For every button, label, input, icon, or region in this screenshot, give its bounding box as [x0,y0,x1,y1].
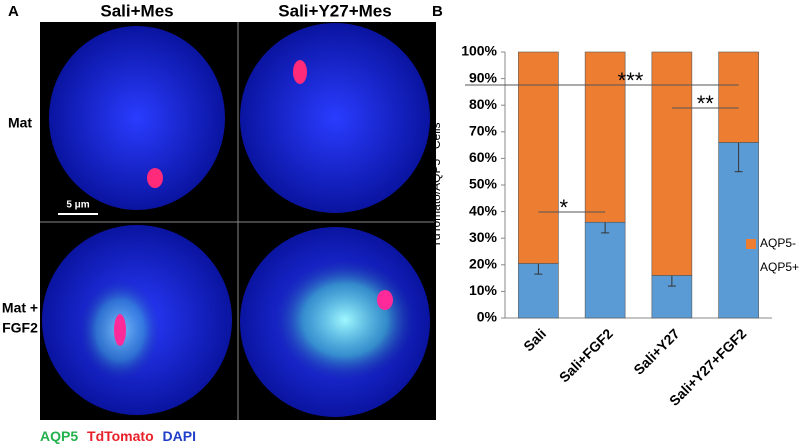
bar-segment [584,221,626,319]
tdtomato-signal [114,314,126,346]
significance-label: * [559,195,568,220]
y-tick-label: 0% [477,309,498,325]
stain-tdtomato: TdTomato [87,428,154,444]
y-tick-label: 100% [461,43,497,59]
y-tick-label: 20% [469,256,498,272]
bar-segment [651,51,693,276]
tdtomato-signal [293,60,307,84]
tdtomato-signal [147,168,163,188]
y-tick-label: 40% [469,202,498,218]
stain-dapi: DAPI [163,428,196,444]
y-tick-label: 10% [469,282,498,298]
bar-segment [584,51,626,223]
image-sali-mes-mat [49,26,225,210]
x-tick-label: Sali [520,325,549,354]
row-label: Mat + [2,300,38,316]
legend-label: AQP5+ [760,260,799,274]
legend-swatch [746,263,756,273]
row-label: FGF2 [2,320,38,336]
panel-label: B [432,3,443,20]
y-tick-label: 30% [469,229,498,245]
stain-aqp5: AQP5 [40,428,78,444]
column-label: Sali+Mes [100,1,173,20]
y-tick-label: 60% [469,149,498,165]
scale-bar-label: 5 μm [66,200,89,211]
micrographs [40,22,436,420]
image-sali-y27-mes-mat [240,23,430,213]
y-tick-label: 50% [469,176,498,192]
bar-segment [718,51,759,143]
panel-label: A [8,3,19,20]
significance-label: ** [697,91,715,116]
significance-label: *** [618,68,644,93]
x-tick-label: Sali+FGF2 [556,325,616,385]
legend-swatch [746,239,756,249]
bar-segment [518,51,559,264]
y-tick-label: 70% [469,123,498,139]
y-tick-label: 80% [469,96,498,112]
row-label: Mat [8,115,32,131]
y-axis-title: TdTomato/AQP5⁺ Cells [429,122,443,247]
aqp5-signal [275,260,415,380]
legend-label: AQP5- [760,236,796,250]
x-tick-label: Sali+Y27 [630,325,682,377]
y-tick-label: 90% [469,69,498,85]
column-label: Sali+Y27+Mes [278,1,391,20]
tdtomato-signal [377,290,393,310]
stain-legend: AQP5 TdTomato DAPI [40,428,196,444]
